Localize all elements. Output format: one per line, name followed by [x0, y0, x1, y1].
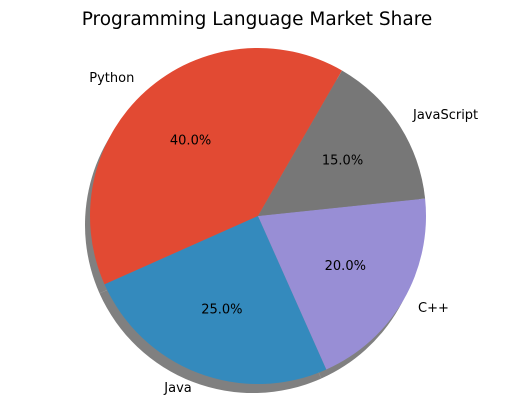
- slice-javascript: [258, 70, 426, 216]
- slice-label-python: Python: [89, 71, 134, 86]
- slice-label-cpp: C++: [418, 301, 449, 316]
- slice-percent-javascript: 15.0%: [322, 154, 363, 169]
- slice-label-javascript: JavaScript: [412, 108, 478, 123]
- slice-percent-java: 25.0%: [201, 303, 242, 318]
- slice-percent-python: 40.0%: [170, 134, 211, 149]
- slice-percent-cpp: 20.0%: [325, 259, 366, 274]
- pie-slices: [89, 48, 427, 385]
- slice-label-java: Java: [163, 381, 191, 396]
- pie-labels: Python 40.0% Java 25.0% C++ 20.0% JavaScript 15…: [89, 71, 478, 396]
- chart-title: Programming Language Market Share: [82, 9, 433, 30]
- slice-python: [89, 48, 342, 285]
- slice-cpp: [258, 198, 427, 370]
- slice-java: [104, 216, 327, 385]
